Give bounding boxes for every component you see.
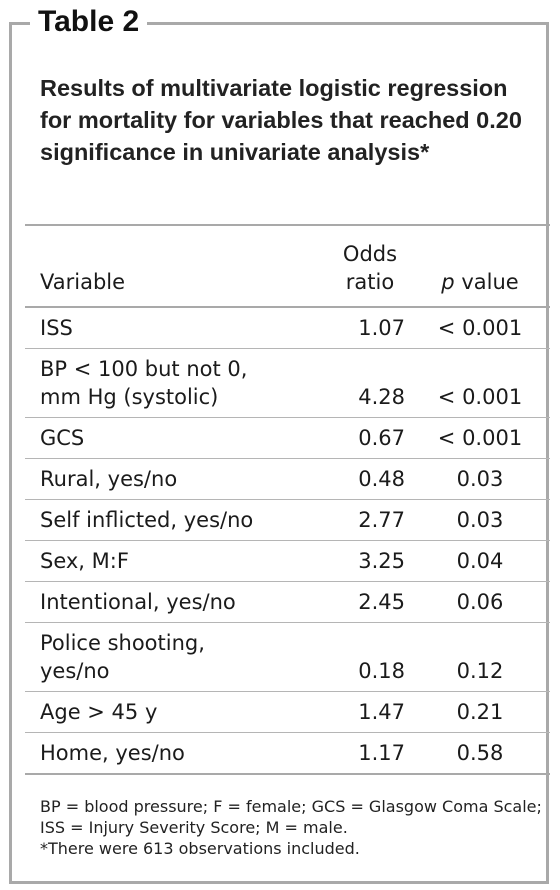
variable-cell: Police shooting, yes/no: [40, 631, 205, 683]
table-head: Variable Odds ratio p value: [25, 225, 550, 307]
table-row: ISS 1.07 < 0.001: [25, 307, 550, 349]
column-header: Odds ratio: [270, 225, 410, 307]
table-row: Home, yes/no 1.17 0.58: [25, 733, 550, 774]
column-header-text: Variable: [40, 270, 126, 294]
results-table: Variable Odds ratio p value ISS 1.07 < 0.001…: [25, 224, 550, 775]
variable-cell: Age > 45 y: [40, 700, 158, 724]
header-row: Variable Odds ratio p value: [25, 225, 550, 307]
table-title: Results of multivariate logistic regress…: [40, 75, 522, 165]
p-value-cell: 0.21: [456, 700, 504, 724]
odds-ratio-cell: 0.67: [358, 426, 405, 450]
table-row: BP < 100 but not 0, mm Hg (systolic) 4.28…: [25, 349, 550, 418]
column-header-text: Odds ratio: [342, 242, 398, 294]
odds-ratio-cell: 0.18: [358, 659, 405, 683]
column-header-text: p value: [441, 270, 519, 294]
table-row: Age > 45 y 1.47 0.21: [25, 692, 550, 733]
variable-cell: ISS: [40, 316, 73, 340]
odds-ratio-cell: 3.25: [358, 549, 405, 573]
variable-cell: BP < 100 but not 0, mm Hg (systolic): [40, 357, 248, 409]
footnote: BP = blood pressure; F = female; GCS = G…: [40, 797, 542, 837]
p-value-cell: 0.03: [456, 467, 504, 491]
table-row: Self inflicted, yes/no 2.77 0.03: [25, 500, 550, 541]
odds-ratio-cell: 1.17: [358, 741, 405, 765]
table-row: Rural, yes/no 0.48 0.03: [25, 459, 550, 500]
column-header: Variable: [25, 225, 270, 307]
p-value-cell: 0.04: [456, 549, 504, 573]
table-row: Police shooting, yes/no 0.18 0.12: [25, 623, 550, 692]
p-value-cell: < 0.001: [437, 316, 523, 340]
table-row: Intentional, yes/no 2.45 0.06: [25, 582, 550, 623]
variable-cell: Sex, M:F: [40, 549, 129, 573]
variable-cell: Self inflicted, yes/no: [40, 508, 254, 532]
table-row: GCS 0.67 < 0.001: [25, 418, 550, 459]
odds-ratio-cell: 2.77: [358, 508, 405, 532]
p-value-cell: < 0.001: [437, 426, 523, 450]
footnote: *There were 613 observations included.: [40, 839, 360, 858]
p-value-cell: 0.58: [456, 741, 504, 765]
variable-cell: GCS: [40, 426, 85, 450]
odds-ratio-cell: 4.28: [358, 385, 405, 409]
column-header: p value: [410, 225, 550, 307]
odds-ratio-cell: 1.07: [358, 316, 405, 340]
table-frame: [9, 22, 549, 884]
p-value-cell: 0.03: [456, 508, 504, 532]
p-value-cell: 0.12: [456, 659, 504, 683]
variable-cell: Intentional, yes/no: [40, 590, 236, 614]
table-row: Sex, M:F 3.25 0.04: [25, 541, 550, 582]
odds-ratio-cell: 0.48: [358, 467, 405, 491]
variable-cell: Rural, yes/no: [40, 467, 178, 491]
p-value-cell: 0.06: [456, 590, 504, 614]
odds-ratio-cell: 1.47: [358, 700, 405, 724]
variable-cell: Home, yes/no: [40, 741, 185, 765]
p-value-cell: < 0.001: [437, 385, 523, 409]
table-label: Table 2: [30, 4, 148, 40]
table-body: ISS 1.07 < 0.001 BP < 100 but not 0, mm Hg …: [25, 307, 550, 774]
odds-ratio-cell: 2.45: [358, 590, 405, 614]
footnotes: BP = blood pressure; F = female; GCS = G…: [40, 796, 545, 859]
